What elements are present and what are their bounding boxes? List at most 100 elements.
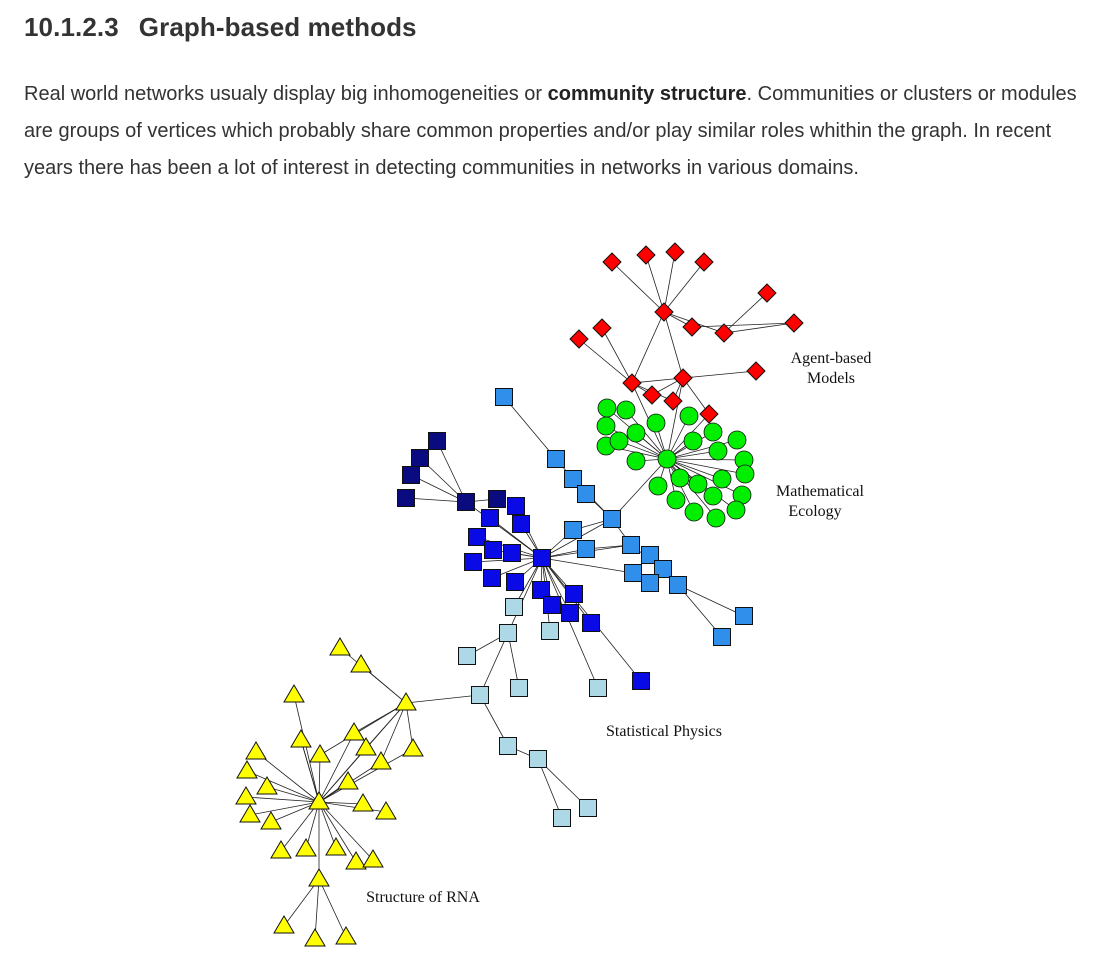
network-node-square [641, 546, 659, 564]
network-node-square [468, 528, 486, 546]
network-edge [537, 758, 563, 819]
network-node-square [505, 598, 523, 616]
network-node-square [669, 576, 687, 594]
network-node-square [541, 622, 559, 640]
network-node-triangle [375, 801, 397, 820]
network-node-square [397, 489, 415, 507]
section-number: 10.1.2.3 [24, 12, 119, 42]
network-node-triangle [270, 840, 292, 859]
network-node-square [579, 799, 597, 817]
network-edge [479, 632, 509, 696]
network-edge [318, 732, 355, 803]
network-node-triangle [256, 776, 278, 795]
network-node-triangle [395, 692, 417, 711]
label-structure-of-rna: Structure of RNA [366, 889, 480, 906]
network-node-circle [726, 500, 746, 520]
network-node-circle [712, 469, 732, 489]
network-edge [245, 796, 320, 803]
network-node-diamond [699, 404, 719, 424]
network-node-square [577, 540, 595, 558]
label-statistical-physics: Statistical Physics [606, 723, 722, 740]
network-edge [318, 801, 364, 805]
network-node-triangle [239, 804, 261, 823]
network-node-square [506, 573, 524, 591]
network-edge [280, 801, 320, 852]
network-node-diamond [665, 242, 685, 262]
network-edge [249, 801, 320, 816]
network-edge [601, 327, 633, 384]
network-node-square [713, 628, 731, 646]
network-node-square [499, 737, 517, 755]
network-node-circle [688, 474, 708, 494]
network-edges [245, 251, 795, 940]
section-title: Graph-based methods [138, 12, 417, 42]
network-node-diamond [592, 318, 612, 338]
network-node-square [499, 624, 517, 642]
network-node-triangle [352, 793, 374, 812]
network-node-square [603, 510, 621, 528]
network-node-circle [646, 413, 666, 433]
network-node-diamond [654, 302, 674, 322]
network-node-triangle [329, 637, 351, 656]
network-node-circle [666, 490, 686, 510]
network-node-circle [670, 468, 690, 488]
network-node-square [471, 686, 489, 704]
network-edge [666, 439, 738, 460]
network-edge [314, 878, 320, 940]
network-node-circle [708, 441, 728, 461]
network-node-circle [703, 486, 723, 506]
network-edge [405, 497, 467, 503]
network-node-diamond [622, 373, 642, 393]
network-node-square [507, 497, 525, 515]
network-edge [541, 557, 634, 574]
network-node-circle [597, 398, 617, 418]
network-node-diamond [663, 391, 683, 411]
label-ecology-line2: Ecology [788, 503, 841, 520]
network-node-square [582, 614, 600, 632]
label-agent-based-line1: Agent-based [791, 350, 872, 367]
network-node-diamond [714, 323, 734, 343]
network-node-square [553, 809, 571, 827]
network-edge [293, 694, 320, 803]
network-edge [507, 557, 543, 634]
network-node-diamond [746, 361, 766, 381]
network-node-square [510, 679, 528, 697]
network-node-diamond [784, 313, 804, 333]
network-node-triangle [304, 928, 326, 947]
network-node-diamond [602, 252, 622, 272]
network-node-square [428, 432, 446, 450]
network-node-square [457, 493, 475, 511]
network-node-triangle [245, 741, 267, 760]
network-node-triangle [355, 737, 377, 756]
network-node-square [735, 607, 753, 625]
network-node-square [577, 485, 595, 503]
network-node-square [547, 450, 565, 468]
network-node-circle [596, 416, 616, 436]
section-heading: 10.1.2.3 Graph-based methods [24, 12, 417, 43]
network-node-diamond [569, 329, 589, 349]
network-node-triangle [343, 722, 365, 741]
network-edge [666, 377, 684, 460]
network-node-triangle [308, 791, 330, 810]
network-edge [611, 261, 665, 313]
network-node-triangle [295, 838, 317, 857]
network-node-triangle [290, 729, 312, 748]
network-nodes [235, 242, 804, 947]
network-node-square [529, 750, 547, 768]
network-node-circle [609, 431, 629, 451]
network-edge [318, 748, 414, 803]
network-edge [666, 458, 746, 475]
paragraph-bold-term: community structure [547, 83, 747, 105]
network-node-square [495, 388, 513, 406]
network-edge [578, 338, 633, 384]
network-node-diamond [673, 368, 693, 388]
network-edge [318, 801, 357, 863]
label-ecology-line1: Mathematical [776, 483, 865, 500]
network-node-diamond [694, 252, 714, 272]
network-edge [723, 322, 795, 334]
network-node-square [564, 470, 582, 488]
network-edge [318, 801, 374, 861]
network-edge [318, 747, 367, 803]
network-node-square [484, 541, 502, 559]
